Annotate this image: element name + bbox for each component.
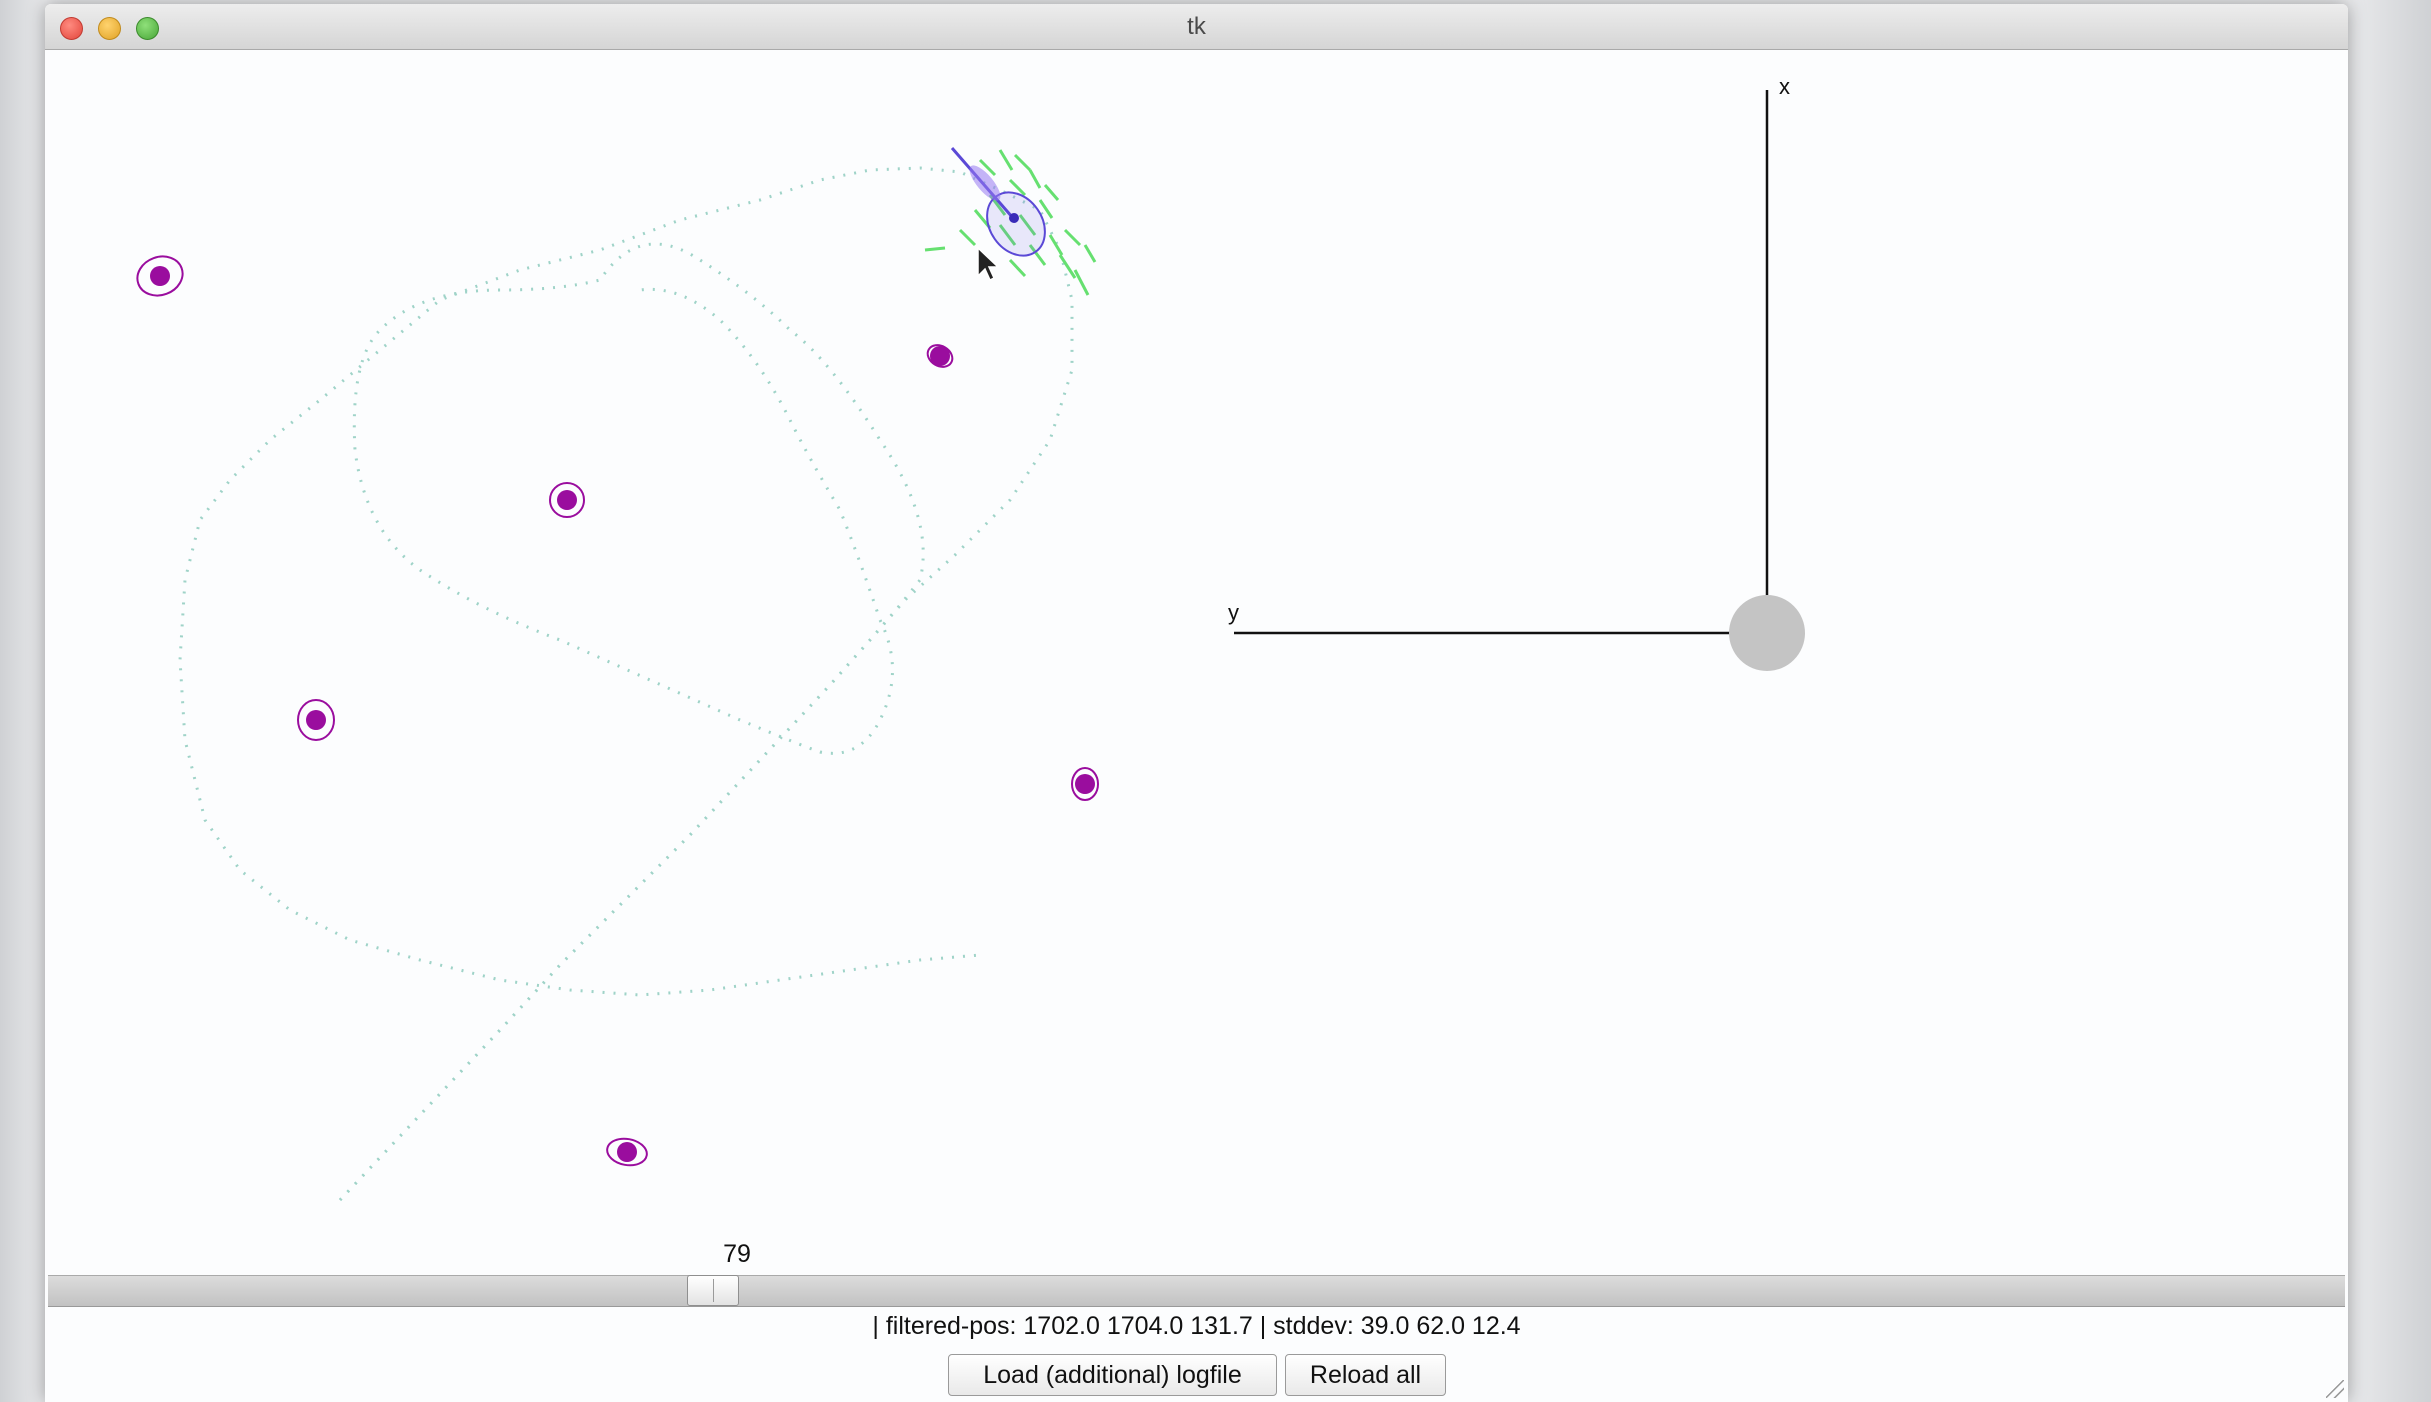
window-title: tk <box>1187 13 1206 40</box>
origin-marker <box>1729 595 1805 671</box>
close-button[interactable] <box>60 17 83 40</box>
landmark <box>549 482 585 518</box>
trajectory-path <box>178 166 1074 1202</box>
mouse-cursor-icon <box>977 246 1000 282</box>
landmark <box>136 255 184 297</box>
landmark <box>1071 767 1099 801</box>
status-text: | filtered-pos: 1702.0 1704.0 131.7 | st… <box>872 1312 1521 1340</box>
landmark <box>297 699 335 741</box>
timeline-slider[interactable] <box>48 1275 2345 1307</box>
reload-all-button[interactable]: Reload all <box>1285 1354 1446 1396</box>
title-bar: tk <box>45 4 2348 50</box>
minimize-button[interactable] <box>98 17 121 40</box>
resize-grip-icon[interactable] <box>2326 1380 2344 1398</box>
coordinate-axes: x y <box>1228 74 1805 671</box>
map-canvas[interactable]: x y <box>45 50 2348 1270</box>
slider-value: 79 <box>723 1240 751 1268</box>
landmark <box>926 344 954 368</box>
zoom-button[interactable] <box>136 17 159 40</box>
y-axis-label: y <box>1228 600 1239 625</box>
app-window: tk <box>45 4 2348 1402</box>
x-axis-label: x <box>1779 74 1790 99</box>
load-logfile-button[interactable]: Load (additional) logfile <box>948 1354 1277 1396</box>
landmark <box>606 1137 648 1167</box>
slider-thumb[interactable] <box>687 1275 739 1306</box>
robot-pose <box>950 147 1046 257</box>
